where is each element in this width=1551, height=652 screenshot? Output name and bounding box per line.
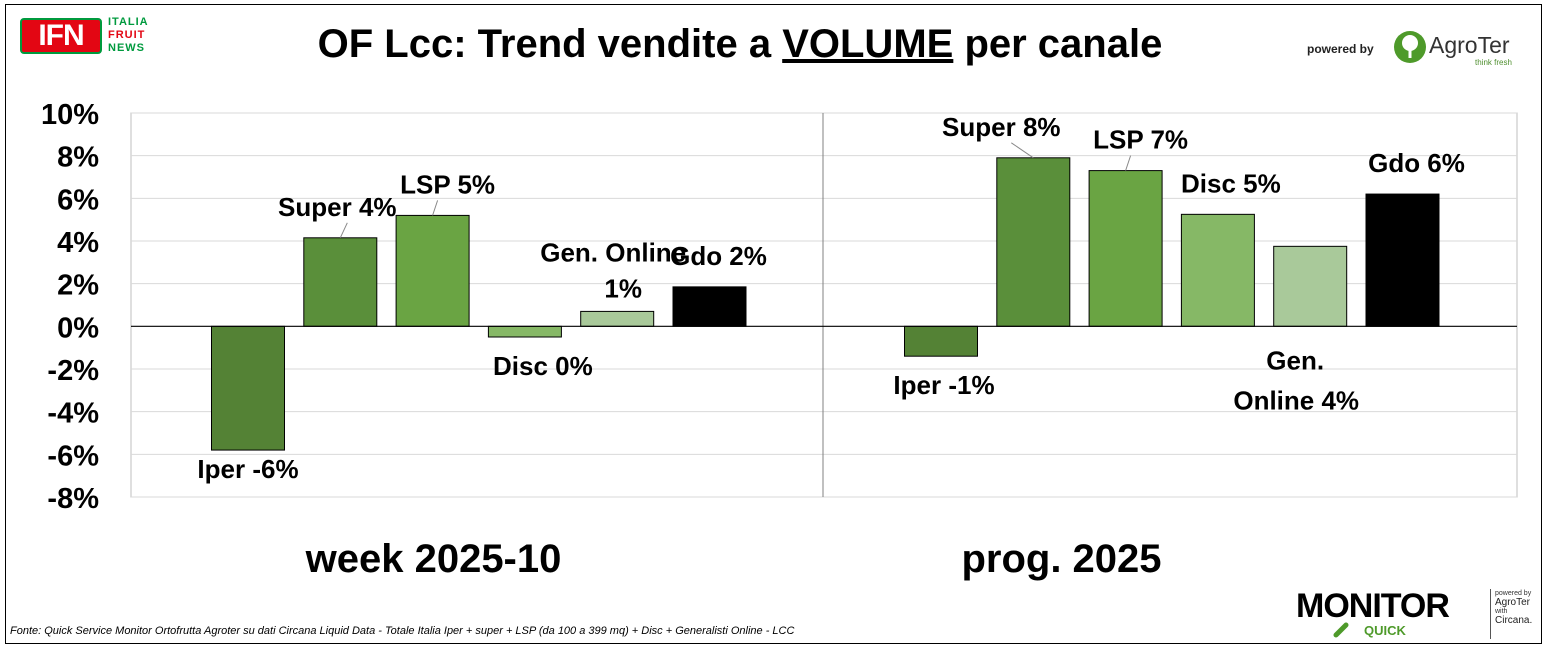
mini-credit-line4: Circana. <box>1495 615 1533 626</box>
title-part2: per canale <box>953 22 1163 66</box>
bar-super <box>996 157 1071 327</box>
monitor-word: MONITOR <box>1296 587 1450 625</box>
magnifier-icon <box>1333 622 1349 638</box>
y-tick-label: 2% <box>57 270 99 302</box>
ifn-logo-line3: NEWS <box>108 42 145 54</box>
data-label: Iper -6% <box>197 454 298 484</box>
y-tick-label: 6% <box>57 184 99 216</box>
monitor-quick-logo: MONITOR QUICK <box>1296 587 1486 639</box>
data-label: Gen. <box>1266 345 1324 375</box>
bar-gdo <box>672 286 747 327</box>
label-leader <box>339 222 348 239</box>
agroter-tagline: think fresh <box>1475 58 1512 67</box>
powered-by-label: powered by <box>1307 42 1374 56</box>
title-part1: OF Lcc: Trend vendite a <box>317 22 783 66</box>
data-label: Disc 5% <box>1181 168 1281 198</box>
data-label: Gen. Online <box>540 237 686 267</box>
data-label: Gdo 6% <box>1368 148 1465 178</box>
mini-credit-line2: AgroTer <box>1495 597 1531 608</box>
y-tick-label: -8% <box>47 483 99 515</box>
bar-gen-online <box>580 310 655 327</box>
data-label: LSP 5% <box>400 169 495 199</box>
group-label: week 2025-10 <box>305 537 562 581</box>
bar-lsp <box>395 214 470 327</box>
chart-frame <box>5 4 1542 644</box>
label-leader <box>1125 155 1132 171</box>
y-tick-label: -6% <box>47 440 99 472</box>
ifn-logo: IFN ITALIA FRUIT NEWS <box>20 12 165 58</box>
label-leader <box>432 200 439 216</box>
mini-credit-line1: powered by <box>1495 590 1532 597</box>
data-label: Gdo 2% <box>670 241 767 271</box>
label-leader <box>1011 142 1034 159</box>
tree-icon <box>1394 31 1426 63</box>
mini-credit-line3: with <box>1495 608 1508 615</box>
y-tick-label: 4% <box>57 227 99 259</box>
y-tick-label: -2% <box>47 355 99 387</box>
agroter-logo: AgroTer think fresh <box>1393 28 1518 68</box>
data-label: Online 4% <box>1233 385 1359 415</box>
y-tick-label: 0% <box>57 312 99 344</box>
bar-super <box>303 237 378 327</box>
ifn-logo-mark: IFN <box>20 18 102 54</box>
agroter-name: AgroTer <box>1429 32 1510 58</box>
y-tick-label: 8% <box>57 142 99 174</box>
source-note: Fonte: Quick Service Monitor Ortofrutta … <box>10 625 795 637</box>
bar-iper <box>904 325 978 357</box>
y-tick-label: 10% <box>41 99 99 131</box>
data-label: Disc 0% <box>493 351 593 381</box>
data-label: Super 8% <box>942 112 1061 142</box>
bar-iper <box>211 325 285 451</box>
data-label: Super 4% <box>278 192 397 222</box>
group-label: prog. 2025 <box>961 537 1161 581</box>
ifn-logo-words: ITALIA FRUIT NEWS <box>108 16 149 55</box>
bar-gdo <box>1365 193 1440 327</box>
y-tick-label: -4% <box>47 398 99 430</box>
monitor-quick-word: QUICK <box>1364 623 1406 638</box>
bar-lsp <box>1088 170 1163 327</box>
ifn-logo-line1: ITALIA <box>108 16 149 28</box>
ifn-logo-line2: FRUIT <box>108 29 146 41</box>
data-label: LSP 7% <box>1093 125 1188 155</box>
bar-disc <box>1180 213 1255 327</box>
data-label: 1% <box>604 273 642 303</box>
title-underlined: VOLUME <box>782 22 954 66</box>
bar-disc <box>487 325 562 338</box>
bar-gen-online <box>1273 245 1348 327</box>
mini-credit: powered by AgroTer with Circana. <box>1490 589 1540 639</box>
chart-title: OF Lcc: Trend vendite a VOLUME per canal… <box>240 22 1240 67</box>
data-label: Iper -1% <box>893 370 994 400</box>
